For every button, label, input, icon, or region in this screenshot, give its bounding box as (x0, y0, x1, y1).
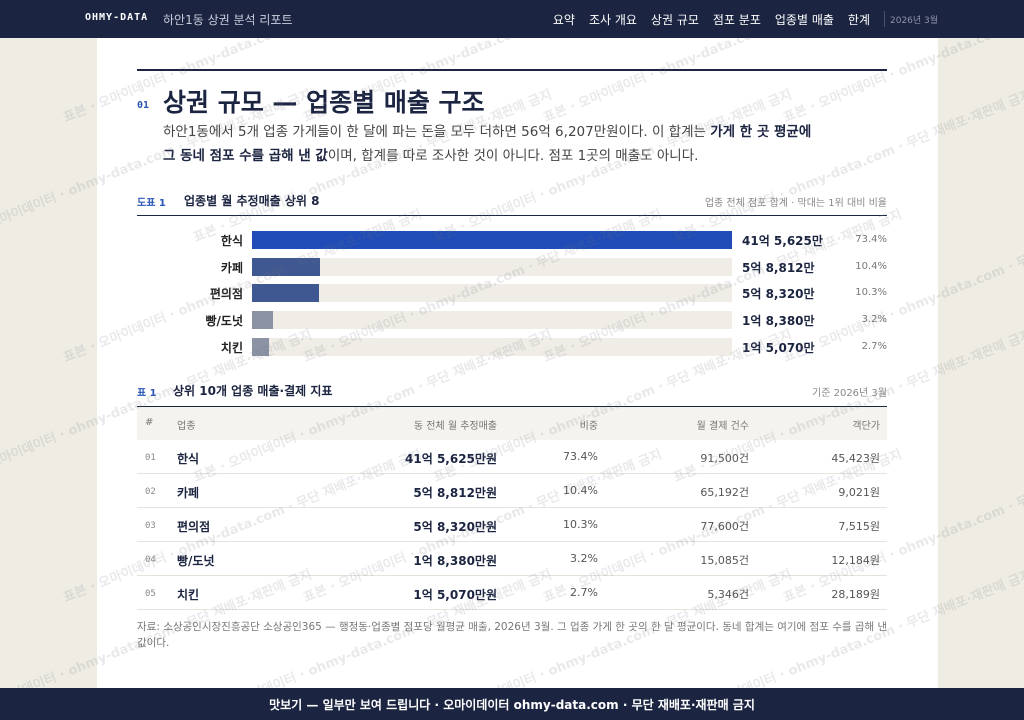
brand[interactable]: OHMY-DATA (85, 12, 149, 23)
section-title: 상권 규모 — 업종별 매출 구조 (163, 88, 485, 117)
nav-links: 요약 조사 개요 상권 규모 점포 분포 업종별 매출 한계 (553, 0, 870, 38)
row-divider (137, 473, 887, 474)
nav-link[interactable]: 요약 (552, 12, 575, 27)
table-cell: 10.4% (563, 484, 598, 497)
column-header: 업종 (177, 421, 196, 432)
table-cell: 91,500건 (700, 452, 749, 465)
column-header: 월 결제 건수 (696, 421, 749, 432)
bar-label: 치킨 (220, 341, 243, 355)
table-cell: 1억 5,070만원 (413, 588, 497, 602)
top-nav: OHMY-DATA 하안1동 상권 분석 리포트 요약 조사 개요 상권 규모 점포 … (0, 0, 1024, 38)
table-cell: 65,192건 (700, 486, 749, 499)
footer-text: 맛보기 — 일부만 보여 드립니다 · 오마이데이터 ohmy-data.com… (269, 697, 755, 712)
table-cell: 빵/도넛 (177, 554, 215, 568)
figure-label: 도표 1 (137, 198, 166, 209)
nav-link[interactable]: 한계 (847, 12, 870, 27)
row-divider (137, 575, 887, 576)
nav-date: 2026년 3월 (890, 16, 939, 26)
separator (884, 11, 885, 27)
table-cell: 41억 5,625만원 (405, 452, 497, 466)
table-label: 표 1 (137, 388, 157, 399)
table-cell: 2.7% (570, 586, 598, 599)
row-divider (137, 609, 887, 610)
source: 자료: 소상공인시장진흥공단 소상공인365 — 행정동·업종별 점포당 월평균… (137, 621, 888, 649)
table-cell: 77,600건 (700, 520, 749, 533)
bar (252, 338, 270, 356)
lead: 하안1동에서 5개 업종 가게들이 한 달에 파는 돈을 모두 더하면 56억 … (163, 120, 813, 168)
column-header: 객단가 (852, 421, 880, 432)
table-cell: 04 (145, 555, 156, 565)
table-cell: 12,184원 (831, 554, 880, 567)
share-label: 10.3% (855, 287, 887, 298)
table-cell: 1억 8,380만원 (413, 554, 497, 568)
column-header: 동 전체 월 추정매출 (413, 421, 497, 432)
report-name: 하안1동 상권 분석 리포트 (163, 13, 293, 27)
bar-label: 빵/도넛 (205, 314, 243, 328)
figure-note: 업종 전체 점포 합계 · 막대는 1위 대비 비율 (704, 198, 887, 209)
nav-link[interactable]: 조사 개요 (588, 12, 637, 27)
table-cell: 15,085건 (700, 554, 749, 567)
table-cell: 10.3% (563, 518, 598, 531)
column-header: 비중 (579, 421, 598, 432)
table-cell: 5억 8,812만원 (413, 486, 497, 500)
table-cell: 7,515원 (838, 520, 880, 533)
table-cell: 28,189원 (831, 588, 880, 601)
bar-track (252, 311, 732, 329)
row-divider (137, 507, 887, 508)
row-divider (137, 541, 887, 542)
value-label: 5억 8,320만 (742, 287, 815, 301)
table-title: 상위 10개 업종 매출·결제 지표 (173, 384, 333, 398)
value-label: 41억 5,625만 (742, 234, 823, 248)
share-label: 10.4% (855, 261, 887, 272)
rule (137, 406, 887, 407)
table-cell: 카페 (177, 486, 200, 500)
bar-track (252, 338, 732, 356)
share-label: 3.2% (861, 314, 887, 325)
footer-banner: 맛보기 — 일부만 보여 드립니다 · 오마이데이터 ohmy-data.com… (0, 688, 1024, 720)
lead-text: 하안1동에서 5개 업종 가게들이 한 달에 파는 돈을 모두 더하면 56억 … (163, 124, 711, 140)
bar-label: 카페 (220, 261, 243, 275)
share-label: 73.4% (855, 234, 887, 245)
table-header (137, 407, 887, 440)
bar (252, 284, 320, 302)
table-cell: 03 (145, 521, 156, 531)
value-label: 1억 5,070만 (742, 341, 815, 355)
table-cell: 3.2% (570, 552, 598, 565)
table-note: 기준 2026년 3월 (812, 388, 887, 399)
table-cell: 45,423원 (831, 452, 880, 465)
lead-bold: 가게 한 곳 평균에 그 동네 점포 수를 곱해 낸 값 (163, 124, 812, 164)
nav-link[interactable]: 업종별 매출 (774, 12, 834, 27)
rule (137, 69, 887, 71)
bar-label: 편의점 (209, 287, 243, 301)
bar-track (252, 284, 732, 302)
lead-text: 이며, 합계를 따로 조사한 것이 아니다. 점포 1곳의 매출도 아니다. (327, 148, 699, 164)
table-cell: 05 (145, 589, 156, 599)
share-label: 2.7% (861, 341, 887, 352)
bar-track (252, 258, 732, 276)
table-cell: 5억 8,320만원 (413, 520, 497, 534)
figure-title: 업종별 월 추정매출 상위 8 (184, 194, 320, 208)
paper (97, 38, 938, 688)
table-cell: 9,021원 (838, 486, 880, 499)
bar (252, 231, 732, 249)
value-label: 5억 8,812만 (742, 261, 815, 275)
column-header: # (145, 417, 154, 428)
table-cell: 5,346건 (707, 588, 749, 601)
table-cell: 01 (145, 453, 156, 463)
table-cell: 한식 (177, 452, 200, 466)
bar-label: 한식 (220, 234, 243, 248)
nav-link[interactable]: 점포 분포 (712, 12, 761, 27)
rule (137, 215, 887, 216)
bar (252, 311, 274, 329)
section-number: 01 (137, 100, 150, 111)
table-cell: 02 (145, 487, 156, 497)
table-cell: 치킨 (177, 588, 200, 602)
table-cell: 편의점 (177, 520, 211, 534)
value-label: 1억 8,380만 (742, 314, 815, 328)
table-cell: 73.4% (563, 450, 598, 463)
nav-link[interactable]: 상권 규모 (650, 12, 699, 27)
bar (252, 258, 320, 276)
